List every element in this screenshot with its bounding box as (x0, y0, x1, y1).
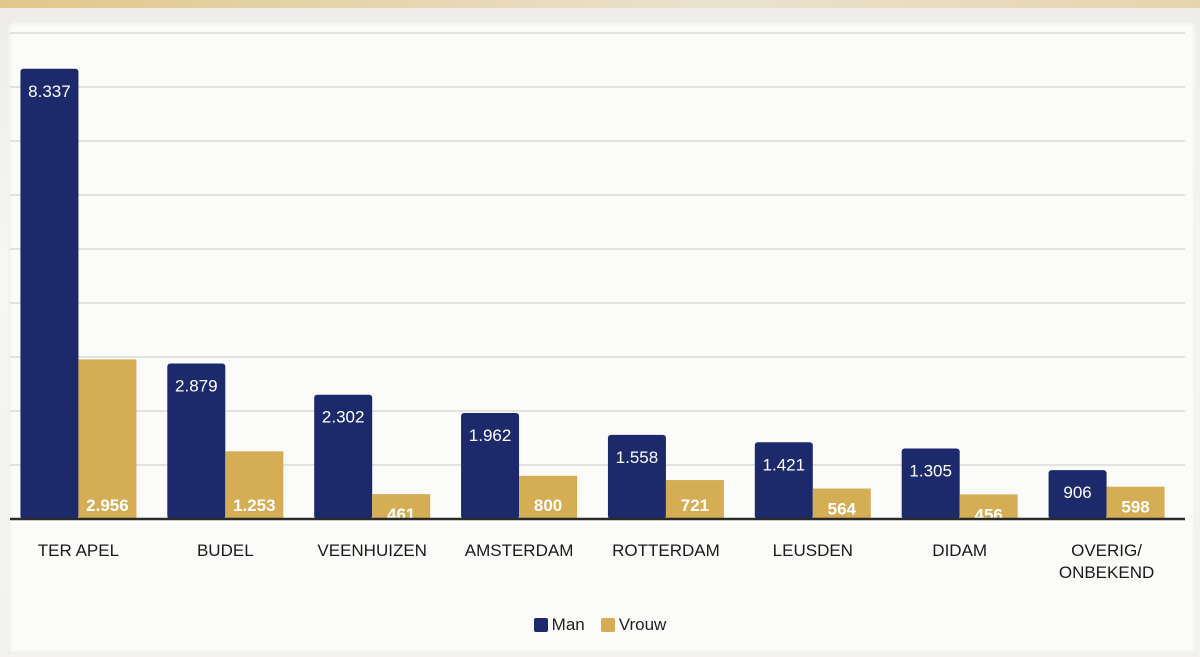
data-label-vrouw-overig-onbekend: 598 (1121, 498, 1149, 517)
chart-panel (8, 22, 1196, 654)
bar-vrouw-leusden (812, 488, 871, 519)
x-axis-labels: TER APEL BUDEL VEENHUIZEN AMSTERDAM ROTTERDA… (38, 541, 1154, 582)
data-label-man-veenhuizen: 2.302 (322, 408, 365, 427)
data-label-vrouw-rotterdam: 721 (681, 496, 709, 515)
bar-vrouw-ter-apel (78, 359, 137, 519)
bar-man-amsterdam (461, 413, 520, 519)
data-label-vrouw-didam: 456 (975, 505, 1003, 524)
data-label-vrouw-budel: 1.253 (233, 496, 276, 515)
data-label-man-ter-apel: 8.337 (28, 82, 71, 101)
legend-label-vrouw: Vrouw (618, 615, 667, 634)
data-label-vrouw-ter-apel: 2.956 (86, 496, 129, 515)
data-label-vrouw-leusden: 564 (828, 500, 857, 519)
legend-item-vrouw: Vrouw (600, 615, 667, 635)
bar-vrouw-amsterdam (519, 475, 578, 519)
legend-swatch-vrouw (600, 618, 615, 632)
bar-vrouw-rotterdam (665, 480, 724, 519)
x-tick-label-7-0: OVERIG/ (1071, 541, 1142, 560)
x-tick-label-0-0: TER APEL (38, 541, 119, 560)
bar-vrouw-veenhuizen (372, 494, 431, 519)
legend-item-man: Man (533, 615, 585, 635)
legend-swatch-man (533, 618, 548, 632)
data-labels-group: 8.337 2.956 2.879 1.253 2.302 461 1.962 800 1.55… (28, 82, 1150, 525)
bar-man-rotterdam (607, 434, 666, 519)
top-decorative-strip (0, 0, 1200, 8)
data-label-vrouw-veenhuizen: 461 (387, 505, 415, 524)
x-tick-label-6-0: DIDAM (932, 541, 987, 560)
data-label-man-rotterdam: 1.558 (616, 448, 659, 467)
data-label-man-leusden: 1.421 (763, 455, 806, 474)
x-tick-label-5-0: LEUSDEN (773, 541, 853, 560)
x-tick-label-2-0: VEENHUIZEN (317, 541, 427, 560)
data-label-man-didam: 1.305 (909, 462, 952, 481)
bar-vrouw-overig-onbekend (1106, 486, 1165, 519)
bar-man-leusden (754, 442, 813, 519)
bars-group (20, 68, 1165, 519)
data-label-man-amsterdam: 1.962 (469, 426, 512, 445)
legend-label-man: Man (551, 615, 585, 634)
grid-lines (10, 32, 1185, 466)
x-tick-label-3-0: AMSTERDAM (465, 541, 574, 560)
bar-man-overig-onbekend (1048, 470, 1107, 519)
bar-man-budel (167, 363, 226, 519)
bar-vrouw-budel (225, 451, 284, 519)
data-label-man-overig-onbekend: 906 (1063, 483, 1091, 502)
bar-man-veenhuizen (314, 394, 373, 519)
x-tick-label-1-0: BUDEL (197, 541, 254, 560)
data-label-vrouw-amsterdam: 800 (534, 496, 562, 515)
bar-man-ter-apel (20, 68, 79, 519)
bar-vrouw-didam (959, 494, 1018, 519)
bar-man-didam (901, 448, 960, 519)
legend: Man Vrouw (0, 615, 1200, 635)
x-tick-label-4-0: ROTTERDAM (612, 541, 720, 560)
data-label-man-budel: 2.879 (175, 377, 218, 396)
x-tick-label-7-1: ONBEKEND (1059, 563, 1154, 582)
